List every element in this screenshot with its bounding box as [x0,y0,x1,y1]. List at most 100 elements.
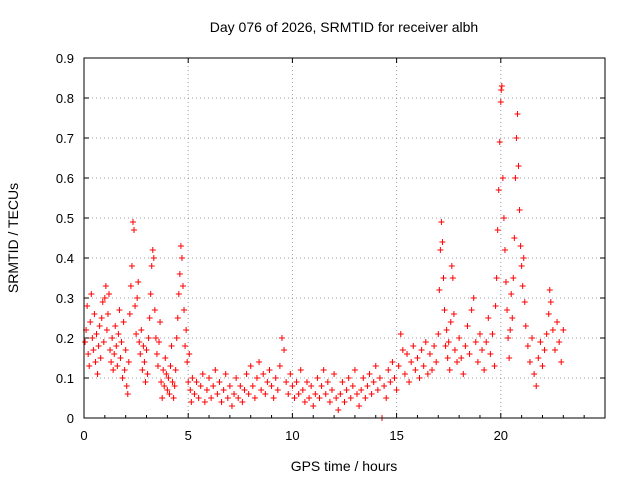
data-point [224,395,231,401]
data-point [389,359,396,365]
data-point [85,351,92,357]
data-point [349,383,356,389]
data-point [102,283,109,289]
data-point [166,391,173,397]
data-point [437,247,444,253]
data-point [182,343,189,349]
data-point [422,339,429,345]
data-point [470,295,477,301]
data-point [175,291,182,297]
data-point [293,379,300,385]
data-point [258,387,265,393]
plot-frame [83,57,606,419]
data-point [134,295,141,301]
data-point [429,367,436,373]
data-point [158,379,165,385]
data-point [276,363,283,369]
data-point [356,403,363,409]
x-tick-label: 15 [389,428,403,443]
data-point [372,363,379,369]
data-point [468,307,475,313]
data-point [103,327,110,333]
data-point [163,371,170,377]
data-point [107,347,114,353]
data-point [95,343,102,349]
data-point [507,327,514,333]
data-point [174,315,181,321]
data-point [122,347,129,353]
data-point [203,387,210,393]
data-point [370,379,377,385]
data-point [518,263,525,269]
data-point [136,339,143,345]
y-tick-label: 0.5 [56,211,74,226]
data-point [347,395,354,401]
data-point [114,363,121,369]
data-point [368,391,375,397]
data-point [113,343,120,349]
data-point [135,279,142,285]
data-point [120,319,127,325]
data-point [464,323,471,329]
data-point [474,359,481,365]
data-point [106,291,113,297]
data-point [515,163,522,169]
grid [84,58,605,418]
chart-title: Day 076 of 2026, SRMTID for receiver alb… [210,19,478,35]
data-point [94,371,101,377]
data-point [237,383,244,389]
data-point [228,403,235,409]
data-point [297,367,304,373]
data-point [522,323,529,329]
data-point [173,335,180,341]
data-point [458,355,465,361]
data-point [169,379,176,385]
data-point [426,351,433,357]
data-point [395,363,402,369]
data-point [446,367,453,373]
data-point [549,327,556,333]
y-tick-label: 0.6 [56,171,74,186]
data-point [195,395,202,401]
data-point [132,303,139,309]
data-point [148,263,155,269]
data-point [360,375,367,381]
data-point [164,387,171,393]
data-point [479,347,486,353]
data-point [456,335,463,341]
data-point [499,175,506,181]
data-point [489,331,496,337]
x-tick-label: 5 [185,428,192,443]
x-axis-label: GPS time / hours [291,458,398,474]
data-point [183,327,190,333]
data-point [117,355,124,361]
data-point [212,367,219,373]
data-point [416,375,423,381]
x-tick-label: 10 [285,428,299,443]
data-point [111,351,118,357]
data-point [220,387,227,393]
data-point [188,399,195,405]
data-point [314,375,321,381]
data-point [264,379,271,385]
data-point [301,399,308,405]
data-point [440,275,447,281]
data-point [109,335,116,341]
data-point [93,331,100,337]
data-point [162,355,169,361]
data-point [500,215,507,221]
data-point [508,291,515,297]
data-point [154,363,161,369]
data-point [137,351,144,357]
data-point [118,339,125,345]
y-tick-label: 0.7 [56,131,74,146]
data-point [157,319,164,325]
data-point [128,263,135,269]
data-point [529,335,536,341]
data-point [146,315,153,321]
data-point [505,335,512,341]
data-point [145,335,152,341]
data-point [491,363,498,369]
data-point [239,399,246,405]
